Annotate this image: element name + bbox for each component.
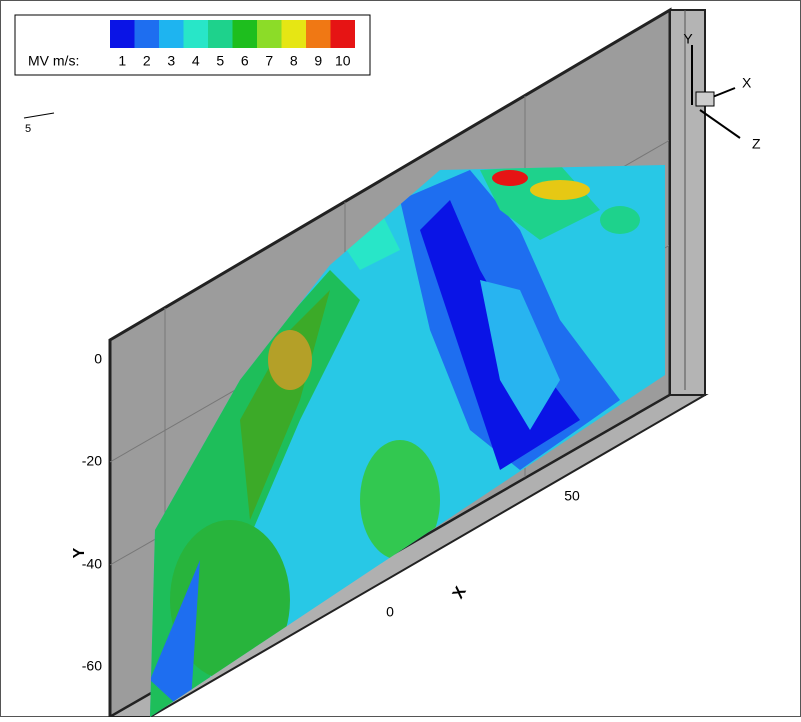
legend-swatch	[232, 20, 257, 48]
legend-swatch	[208, 20, 233, 48]
legend-swatch	[306, 20, 331, 48]
triad-y: Y	[683, 31, 693, 47]
legend-level: 2	[143, 53, 151, 69]
y-tick-label: -60	[82, 658, 102, 674]
legend-level: 10	[335, 53, 351, 69]
legend-swatch	[110, 20, 135, 48]
legend-level: 8	[290, 53, 298, 69]
x-tick-label: 0	[386, 604, 394, 620]
legend-swatch	[159, 20, 184, 48]
legend-level: 7	[265, 53, 273, 69]
legend-label: MV m/s:	[28, 53, 79, 69]
legend-level: 9	[314, 53, 322, 69]
reference-label: 5	[25, 123, 31, 135]
legend-level: 6	[241, 53, 249, 69]
legend-level: 4	[192, 53, 200, 69]
legend-level: 5	[216, 53, 224, 69]
reference-arrow	[23, 112, 55, 119]
y-tick-label: -20	[82, 453, 102, 469]
y-tick-label: 0	[94, 351, 102, 367]
triad-x: X	[742, 75, 752, 91]
y-axis-label: Y	[71, 547, 88, 558]
legend-level: 3	[167, 53, 175, 69]
side-wall	[669, 9, 706, 396]
x-tick-label: 50	[564, 488, 580, 504]
legend-swatch	[134, 20, 159, 48]
y-tick-label: -40	[82, 556, 102, 572]
triad-z: Z	[752, 136, 761, 152]
legend-bar: 1 2 3 4 5 6 7 8 9 10	[110, 20, 355, 69]
legend-swatch	[281, 20, 306, 48]
legend-swatch	[330, 20, 355, 48]
legend-level: 1	[118, 53, 126, 69]
legend-swatch	[257, 20, 282, 48]
triad-cube	[695, 91, 715, 107]
legend-swatch	[183, 20, 208, 48]
